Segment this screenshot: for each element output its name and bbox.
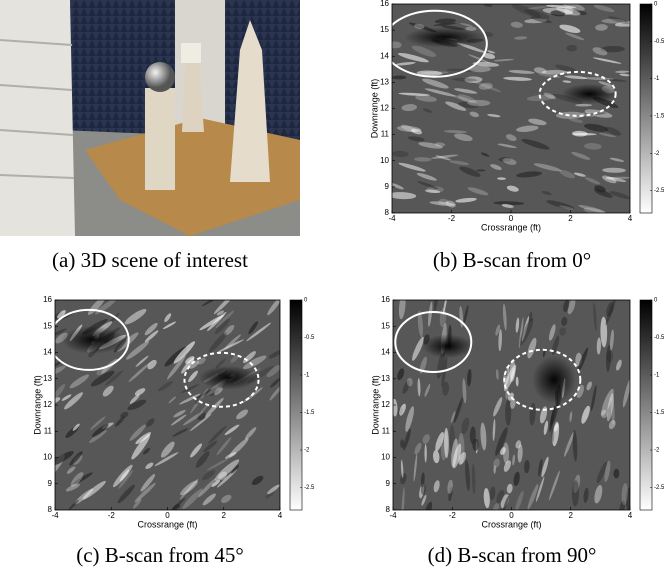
y-tick-label: 9 <box>386 479 391 488</box>
colorbar-tick-label: -1.5 <box>304 410 315 416</box>
x-tick-label: 4 <box>628 511 633 520</box>
scene-photo <box>0 0 300 236</box>
y-tick-label: 11 <box>382 426 391 435</box>
target-response <box>198 366 258 390</box>
y-tick-label: 10 <box>381 453 390 462</box>
colorbar-tick-label: 0 <box>654 2 658 8</box>
y-tick-label: 9 <box>48 479 53 488</box>
y-tick-label: 8 <box>48 505 53 514</box>
target-response <box>562 84 618 104</box>
y-tick-label: 8 <box>386 505 391 514</box>
colorbar-tick-label: -2 <box>654 448 660 454</box>
figure: (a) 3D scene of interest (b) B-scan from … <box>0 0 664 579</box>
y-tick-label: 11 <box>44 426 53 435</box>
caption: (c) B-scan from 45° <box>76 543 244 567</box>
x-axis-label: Crossrange (ft) <box>481 222 541 232</box>
x-tick-label: -4 <box>388 214 396 223</box>
y-tick-label: 15 <box>380 25 389 34</box>
x-tick-label: 2 <box>222 511 227 520</box>
y-tick-label: 12 <box>381 400 390 409</box>
y-tick-label: 12 <box>43 400 52 409</box>
colorbar-tick-label: -0.5 <box>654 39 664 45</box>
speckle <box>606 350 613 362</box>
colorbar-tick-label: -0.5 <box>304 335 315 341</box>
y-axis-label: Downrange (ft) <box>32 375 42 435</box>
caption: (a) 3D scene of interest <box>52 248 248 272</box>
x-tick-label: 4 <box>628 214 633 223</box>
target-response <box>422 334 474 358</box>
x-tick-label: -4 <box>51 511 59 520</box>
caption: (d) B-scan from 90° <box>428 543 597 567</box>
y-axis-label: Downrange (ft) <box>370 375 380 435</box>
heatmap-image <box>45 292 285 514</box>
colorbar-tick-label: 0 <box>304 298 308 304</box>
b-scan-panel: -4 -2 0 2 4 8 9 10 11 12 13 14 15 16 Crossrange (ft) Do… <box>32 292 315 529</box>
colorbar-tick-label: -1.5 <box>654 114 664 120</box>
y-tick-label: 16 <box>381 295 390 304</box>
y-tick-label: 14 <box>381 348 390 357</box>
y-tick-label: 16 <box>43 295 52 304</box>
x-tick-label: -2 <box>448 214 456 223</box>
colorbar-tick-label: -2.5 <box>654 188 664 194</box>
heatmap-image <box>392 290 634 519</box>
target-response <box>61 326 125 354</box>
x-axis-label: Crossrange (ft) <box>137 519 197 529</box>
colorbar <box>640 4 652 213</box>
colorbar <box>290 300 302 510</box>
b-scan-panel: -4 -2 0 2 4 8 9 10 11 12 13 14 15 16 Crossrange (ft) Do… <box>369 0 664 232</box>
colorbar-tick-label: -2 <box>304 448 310 454</box>
colorbar <box>640 300 652 510</box>
y-tick-label: 11 <box>381 130 390 139</box>
colorbar-tick-label: -1 <box>654 76 660 82</box>
colorbar-tick-label: -2 <box>654 151 660 157</box>
y-axis-label: Downrange (ft) <box>369 79 379 139</box>
x-tick-label: -2 <box>449 511 457 520</box>
target-response <box>404 27 484 47</box>
y-tick-label: 10 <box>380 156 389 165</box>
x-tick-label: 2 <box>568 214 573 223</box>
colorbar-tick-label: -1 <box>654 373 660 379</box>
y-tick-label: 13 <box>380 77 389 86</box>
colorbar-tick-label: -2.5 <box>304 485 315 491</box>
y-tick-label: 15 <box>43 321 52 330</box>
colorbar-tick-label: 0 <box>654 298 658 304</box>
x-tick-label: 4 <box>278 511 283 520</box>
y-tick-label: 14 <box>43 348 52 357</box>
y-tick-label: 13 <box>381 374 390 383</box>
x-tick-label: -4 <box>389 511 397 520</box>
y-tick-label: 9 <box>385 182 390 191</box>
b-scan-panel: -4 -2 0 2 4 8 9 10 11 12 13 14 15 16 Crossrange (ft) Do… <box>370 290 664 530</box>
speckle <box>407 378 413 387</box>
x-tick-label: 2 <box>569 511 574 520</box>
colorbar-tick-label: -1.5 <box>654 410 664 416</box>
y-tick-label: 15 <box>381 321 390 330</box>
y-tick-label: 13 <box>43 374 52 383</box>
y-tick-label: 8 <box>385 208 390 217</box>
colorbar-tick-label: -0.5 <box>654 335 664 341</box>
x-axis-label: Crossrange (ft) <box>481 519 541 529</box>
x-tick-label: -2 <box>108 511 116 520</box>
y-tick-label: 16 <box>380 0 389 8</box>
caption: (b) B-scan from 0° <box>433 248 591 272</box>
y-tick-label: 10 <box>43 453 52 462</box>
target-response <box>532 356 576 404</box>
y-tick-label: 14 <box>380 51 389 60</box>
colorbar-tick-label: -1 <box>304 373 310 379</box>
heatmap-image <box>388 0 641 216</box>
y-tick-label: 12 <box>380 104 389 113</box>
colorbar-tick-label: -2.5 <box>654 485 664 491</box>
